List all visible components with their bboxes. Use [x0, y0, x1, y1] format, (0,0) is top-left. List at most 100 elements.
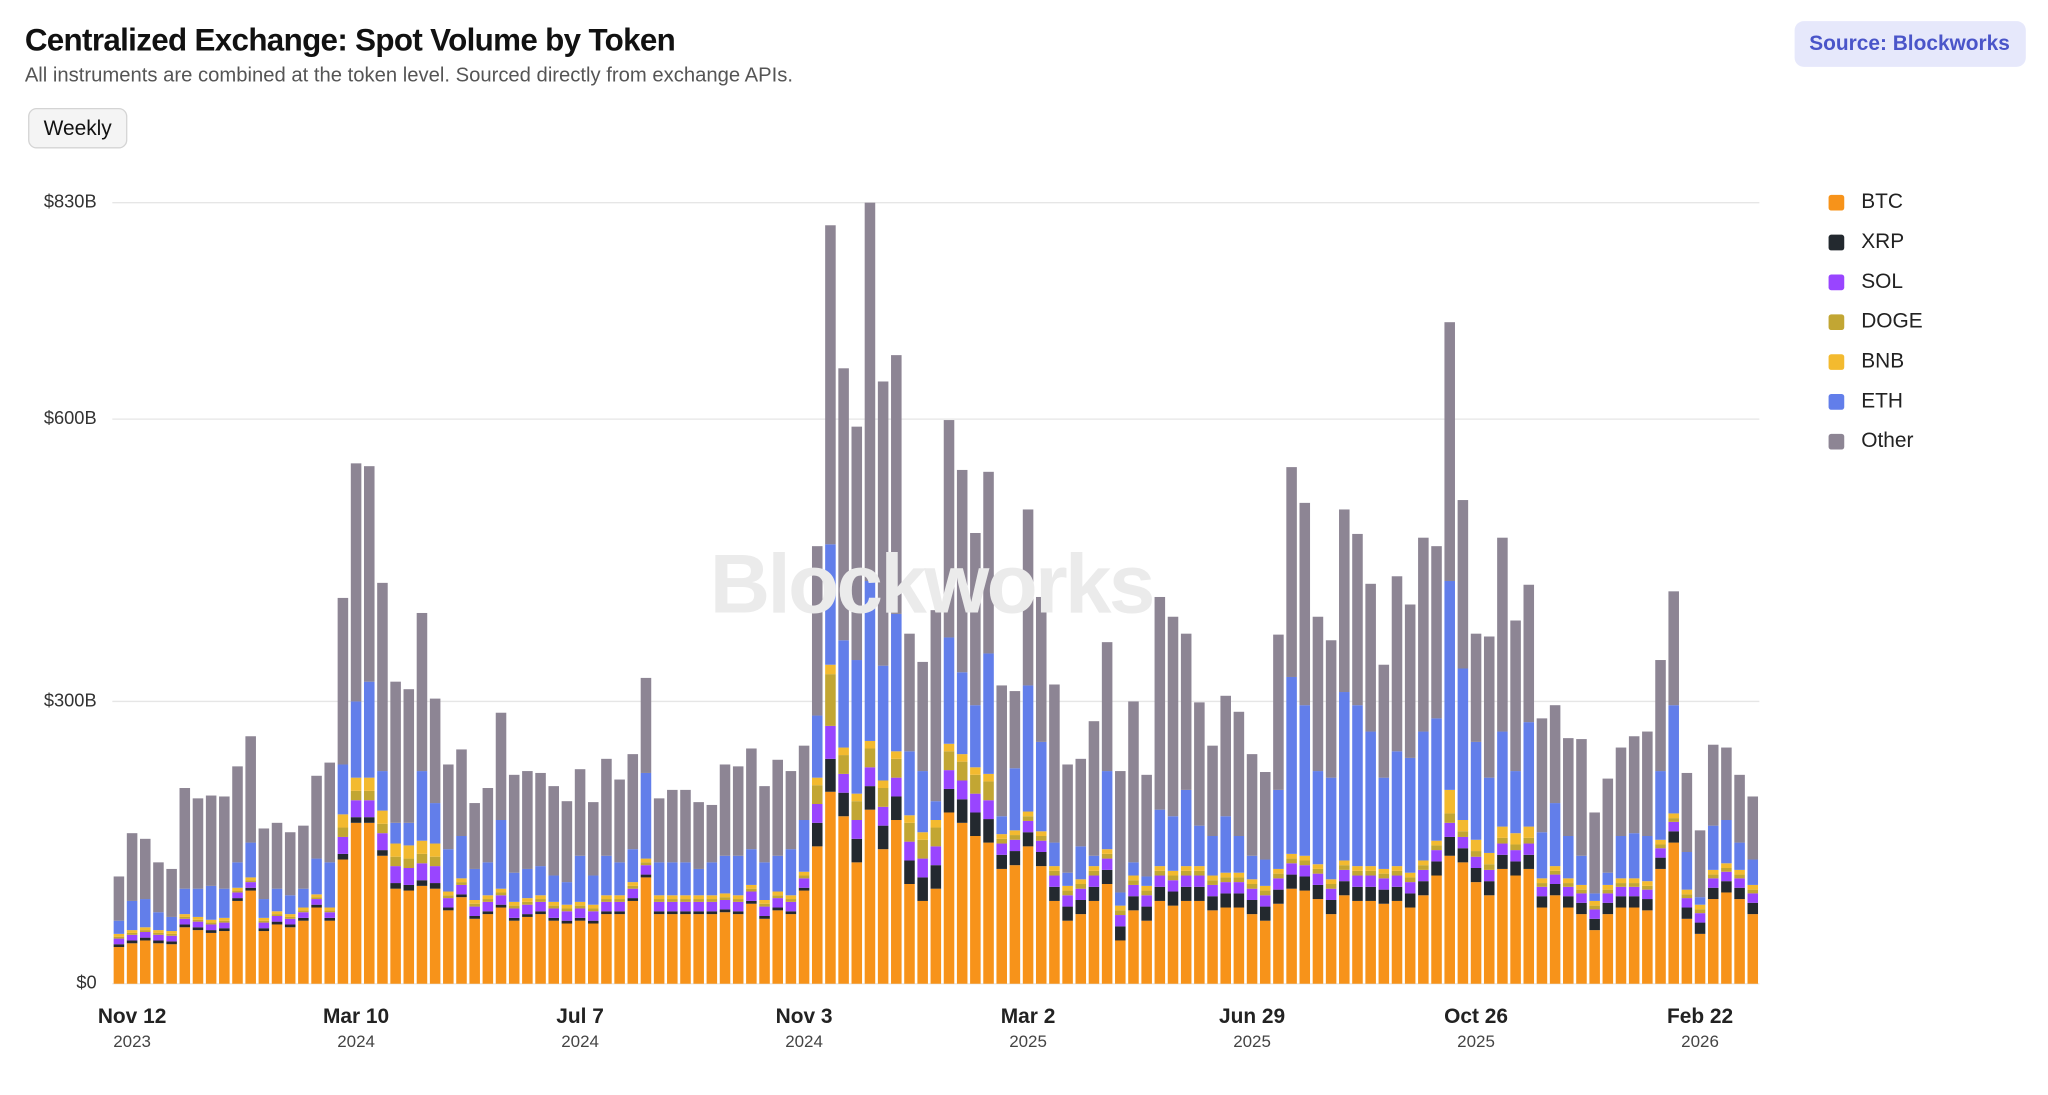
bar-segment [403, 890, 415, 984]
bar-segment [232, 898, 243, 901]
bar-segment [1378, 878, 1390, 890]
bar-segment [522, 898, 533, 902]
bar-segment [1286, 858, 1297, 864]
bar-segment [508, 774, 520, 873]
bar-segment [1536, 883, 1548, 887]
bar-segment [917, 858, 928, 878]
bar-segment [1483, 895, 1495, 984]
bar-segment [1233, 836, 1245, 873]
bar-segment [1510, 861, 1521, 876]
bar-segment [1470, 882, 1482, 984]
bar-segment [680, 914, 691, 984]
bar-segment [996, 685, 1007, 817]
bar-segment [917, 877, 928, 901]
bar-segment [601, 899, 612, 902]
bar-segment [825, 674, 836, 726]
bar-segment [1220, 907, 1231, 984]
bar-segment [904, 815, 915, 823]
bar-segment [1154, 875, 1166, 887]
bar-segment [640, 858, 652, 863]
bar-segment [1154, 900, 1166, 984]
bar-segment [970, 705, 981, 768]
bar-segment [917, 771, 928, 833]
bar-segment [192, 919, 204, 922]
bar-segment [574, 917, 586, 921]
bar-segment [166, 916, 177, 932]
bar-segment [403, 689, 415, 823]
bar-segment [482, 901, 494, 912]
bar-segment [1352, 870, 1363, 876]
bar-segment [1365, 875, 1376, 887]
source-label[interactable]: Source: Blockworks [1809, 32, 2010, 55]
bar-segment [561, 920, 573, 924]
bar-segment [785, 901, 797, 912]
bar-segment [719, 899, 731, 910]
bar-segment [1655, 660, 1666, 772]
bar-segment [271, 822, 283, 889]
interval-button[interactable] [28, 107, 128, 149]
bar-segment [614, 895, 625, 900]
bar-segment [205, 932, 217, 984]
bar-segment [851, 862, 863, 984]
bar-segment [1259, 906, 1271, 921]
bar-segment [1233, 882, 1245, 894]
interval-button-label[interactable]: Weekly [44, 117, 113, 140]
bar-segment [1747, 902, 1759, 915]
bar-segment [746, 903, 757, 984]
bar-segment [1655, 771, 1666, 840]
bar-segment [1457, 836, 1469, 849]
bar-segment [614, 901, 625, 912]
bar-segment [587, 911, 599, 921]
bar-segment [785, 895, 797, 900]
bar-segment [732, 911, 744, 915]
bar-segment [1747, 884, 1759, 890]
bar-segment [416, 863, 428, 881]
bar-segment [1563, 878, 1574, 884]
bar-segment [1128, 896, 1139, 911]
bar-segment [1339, 692, 1350, 861]
bar-segment [1207, 884, 1218, 897]
source-badge[interactable] [1794, 21, 2026, 67]
bar-segment [337, 827, 349, 837]
bar-segment [363, 817, 375, 823]
bar-segment [1101, 642, 1113, 772]
bar-segment [930, 610, 942, 802]
bar-segment [930, 820, 942, 828]
y-tick-label: $300B [44, 689, 97, 710]
bar-segment [1154, 886, 1166, 901]
bar-segment [1510, 850, 1521, 862]
bar-segment [1141, 895, 1152, 907]
bar-segment [1022, 846, 1034, 984]
bar-segment [311, 775, 322, 859]
bar-segment [970, 812, 981, 837]
bar-segment [271, 914, 283, 916]
bar-segment [1062, 906, 1073, 921]
bar-segment [983, 819, 994, 843]
bar-segment [693, 901, 704, 912]
bar-segment [1167, 905, 1179, 984]
bar-segment [337, 836, 349, 854]
bar-segment [1668, 813, 1679, 819]
bar-segment [1194, 866, 1205, 871]
bar-segment [495, 907, 507, 984]
bar-segment [548, 901, 559, 906]
bar-segment [1576, 889, 1587, 894]
bar-segment [798, 887, 810, 891]
legend-label: ETH [1861, 389, 1903, 412]
bar-segment [284, 832, 296, 896]
bar-segment [1233, 711, 1245, 837]
bar-segment [838, 816, 849, 984]
bar-segment [271, 921, 283, 925]
bar-segment [482, 899, 494, 902]
bar-segment [1549, 883, 1561, 896]
bar-segment [1101, 869, 1113, 884]
bar-segment [1628, 833, 1640, 879]
bar-segment [390, 888, 401, 984]
bar-segment [363, 800, 375, 818]
bar-segment [456, 749, 467, 837]
bar-segment [1299, 860, 1311, 866]
bar-segment [970, 532, 981, 706]
bar-segment [1154, 809, 1166, 867]
bar-segment [1628, 907, 1640, 984]
bar-segment [232, 887, 243, 891]
